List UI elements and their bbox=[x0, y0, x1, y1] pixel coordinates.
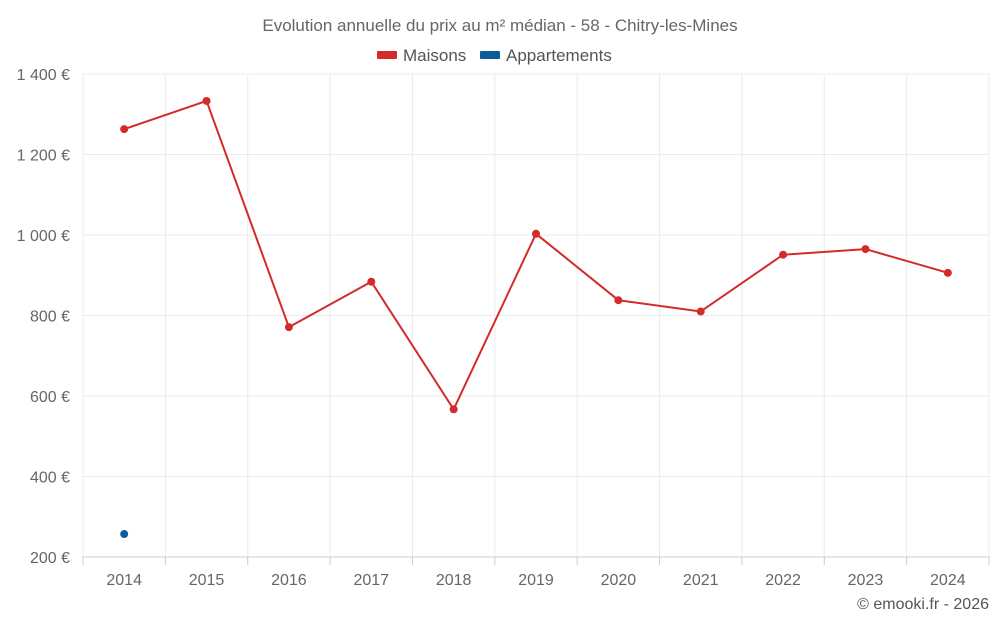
legend-label-appartements: Appartements bbox=[506, 46, 612, 65]
y-tick-label: 1 200 € bbox=[17, 148, 70, 165]
credit-text: © emooki.fr - 2026 bbox=[857, 596, 989, 613]
series bbox=[120, 96, 952, 539]
data-point-maisons-2024[interactable] bbox=[943, 268, 952, 277]
data-point-maisons-2023[interactable] bbox=[861, 245, 870, 254]
y-tick-label: 400 € bbox=[30, 470, 70, 487]
series-maisons bbox=[120, 96, 952, 414]
y-tick-label: 1 000 € bbox=[17, 228, 70, 245]
y-tick-label: 1 400 € bbox=[17, 67, 70, 84]
data-point-appartements-2014[interactable] bbox=[120, 530, 129, 539]
x-tick-label: 2021 bbox=[683, 572, 719, 589]
data-point-maisons-2017[interactable] bbox=[367, 277, 376, 286]
legend: Maisons Appartements bbox=[377, 46, 612, 65]
x-tick-label: 2024 bbox=[930, 572, 966, 589]
data-point-maisons-2021[interactable] bbox=[696, 307, 705, 316]
series-appartements bbox=[120, 530, 129, 539]
legend-item-maisons[interactable]: Maisons bbox=[377, 46, 466, 65]
x-tick-label: 2022 bbox=[765, 572, 801, 589]
y-tick-label: 600 € bbox=[30, 389, 70, 406]
x-tick-label: 2014 bbox=[106, 572, 142, 589]
x-tick-label: 2020 bbox=[601, 572, 637, 589]
legend-swatch-appartements bbox=[480, 51, 500, 59]
legend-label-maisons: Maisons bbox=[403, 46, 466, 65]
y-tick-label: 800 € bbox=[30, 309, 70, 326]
data-point-maisons-2022[interactable] bbox=[779, 250, 788, 259]
legend-item-appartements[interactable]: Appartements bbox=[480, 46, 612, 65]
y-tick-label: 200 € bbox=[30, 550, 70, 567]
legend-swatch-maisons bbox=[377, 51, 397, 59]
x-axis: 2014 2015 2016 2017 2018 2019 2020 2021 2022 2023… bbox=[82, 556, 990, 589]
x-tick-label: 2017 bbox=[353, 572, 389, 589]
data-point-maisons-2019[interactable] bbox=[532, 229, 540, 238]
data-point-maisons-2020[interactable] bbox=[614, 296, 623, 305]
data-point-maisons-2014[interactable] bbox=[120, 125, 129, 134]
data-point-maisons-2018[interactable] bbox=[449, 405, 458, 414]
x-tick-label: 2016 bbox=[271, 572, 307, 589]
y-axis: 200 € 400 € 600 € 800 € 1 000 € 1 200 € 1 400 … bbox=[17, 67, 70, 567]
data-point-maisons-2015[interactable] bbox=[202, 96, 211, 105]
chart-title: Evolution annuelle du prix au m² médian … bbox=[262, 16, 737, 35]
data-point-maisons-2016[interactable] bbox=[284, 323, 293, 332]
x-tick-label: 2015 bbox=[189, 572, 225, 589]
grid bbox=[82, 73, 990, 557]
x-tick-label: 2018 bbox=[436, 572, 472, 589]
x-tick-label: 2023 bbox=[848, 572, 884, 589]
x-tick-label: 2019 bbox=[518, 572, 554, 589]
